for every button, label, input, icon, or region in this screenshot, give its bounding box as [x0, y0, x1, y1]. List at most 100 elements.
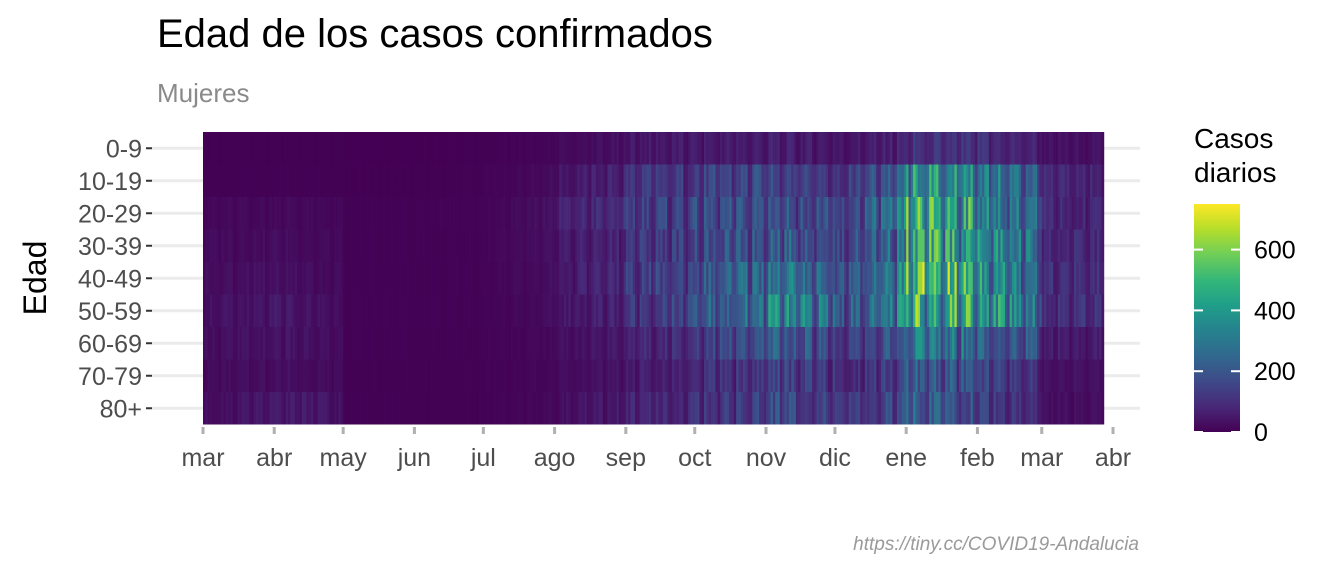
heatmap-cell [862, 197, 866, 230]
heatmap-cell [998, 132, 1001, 165]
heatmap-cell [510, 359, 514, 392]
heatmap-cell [724, 392, 728, 425]
heatmap-cell [209, 392, 213, 425]
heatmap-cell [756, 294, 760, 327]
heatmap-cell [658, 359, 661, 392]
heatmap-cell [366, 132, 369, 165]
heatmap-cell [821, 229, 824, 262]
heatmap-cell [1099, 294, 1102, 327]
heatmap-cell [508, 327, 512, 360]
heatmap-cell [386, 359, 390, 392]
heatmap-cell [931, 262, 935, 295]
heatmap-cell [501, 294, 505, 327]
heatmap-cell [896, 392, 900, 425]
heatmap-cell [1044, 229, 1047, 262]
heatmap-cell [379, 132, 383, 165]
heatmap-cell [766, 392, 769, 425]
heatmap-cell [690, 132, 693, 165]
heatmap-cell [908, 327, 912, 360]
heatmap-cell [481, 392, 484, 425]
heatmap-cell [549, 132, 553, 165]
heatmap-cell [1032, 164, 1036, 197]
heatmap-cell [926, 262, 930, 295]
heatmap-cell [811, 197, 815, 230]
heatmap-cell [368, 327, 372, 360]
heatmap-cell [559, 197, 562, 230]
heatmap-cell [313, 132, 316, 165]
heatmap-cell [892, 197, 896, 230]
heatmap-cell [285, 294, 289, 327]
heatmap-cell [347, 164, 351, 197]
heatmap-cell [759, 229, 762, 262]
heatmap-cell [203, 392, 206, 425]
heatmap-cell [793, 132, 797, 165]
heatmap-cell [653, 132, 657, 165]
heatmap-cell [655, 164, 659, 197]
heatmap-cell [910, 132, 914, 165]
heatmap-cell [786, 262, 790, 295]
heatmap-cell [839, 164, 843, 197]
heatmap-cell [235, 164, 238, 197]
heatmap-cell [359, 327, 362, 360]
heatmap-cell [253, 197, 257, 230]
heatmap-cell [876, 327, 880, 360]
heatmap-cell [258, 294, 261, 327]
heatmap-cell [219, 262, 222, 295]
heatmap-cell [1062, 392, 1066, 425]
heatmap-cell [1021, 132, 1024, 165]
heatmap-cell [221, 294, 225, 327]
heatmap-cell [1046, 294, 1050, 327]
heatmap-cell [285, 327, 289, 360]
heatmap-cell [1027, 294, 1031, 327]
heatmap-cell [271, 262, 275, 295]
heatmap-cell [483, 392, 487, 425]
heatmap-cell [963, 392, 967, 425]
heatmap-cell [694, 229, 698, 262]
heatmap-cell [382, 197, 385, 230]
heatmap-cell [543, 132, 546, 165]
heatmap-cell [1050, 132, 1054, 165]
heatmap-cell [375, 164, 379, 197]
heatmap-cell [788, 132, 792, 165]
heatmap-cell [991, 164, 994, 197]
heatmap-cell [377, 392, 381, 425]
y-tick-label: 20-29 [78, 200, 142, 228]
heatmap-cell [1096, 197, 1100, 230]
heatmap-cell [828, 392, 831, 425]
heatmap-cell [549, 229, 553, 262]
heatmap-cell [607, 197, 611, 230]
heatmap-cell [729, 197, 732, 230]
heatmap-cell [632, 164, 636, 197]
heatmap-cell [271, 392, 275, 425]
heatmap-cell [393, 294, 397, 327]
heatmap-cell [926, 294, 930, 327]
heatmap-cell [786, 132, 790, 165]
heatmap-cell [575, 359, 578, 392]
heatmap-cell [883, 262, 886, 295]
heatmap-cell [421, 164, 425, 197]
heatmap-cell [416, 262, 420, 295]
heatmap-cell [1101, 164, 1105, 197]
heatmap-cell [1083, 294, 1086, 327]
heatmap-cell [855, 262, 859, 295]
heatmap-cell [1039, 392, 1043, 425]
heatmap-cell [993, 359, 997, 392]
heatmap-cell [692, 229, 696, 262]
heatmap-cell [205, 262, 208, 295]
heatmap-cell [995, 262, 999, 295]
heatmap-cell [625, 229, 629, 262]
heatmap-cell [356, 197, 360, 230]
heatmap-cell [855, 359, 859, 392]
heatmap-cell [662, 392, 666, 425]
heatmap-cell [947, 294, 951, 327]
heatmap-cell [306, 229, 310, 262]
heatmap-cell [1023, 164, 1027, 197]
heatmap-cell [855, 392, 859, 425]
heatmap-cell [490, 392, 493, 425]
heatmap-cell [331, 327, 335, 360]
heatmap-cell [975, 229, 978, 262]
heatmap-cell [375, 359, 379, 392]
heatmap-cell [214, 327, 218, 360]
heatmap-cell [379, 294, 383, 327]
heatmap-cell [593, 294, 597, 327]
